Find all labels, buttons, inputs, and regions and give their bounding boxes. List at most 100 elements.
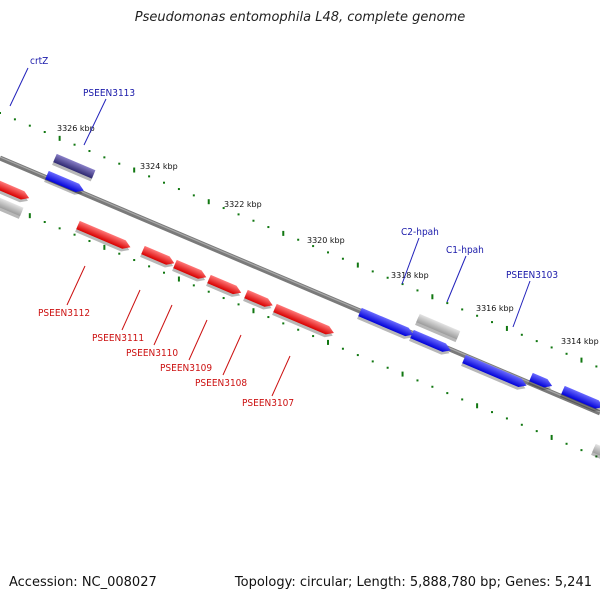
major-tick <box>103 244 106 250</box>
minor-tick <box>103 156 106 159</box>
minor-tick <box>118 162 121 165</box>
minor-tick <box>416 379 419 382</box>
gene-blue-6 <box>560 385 600 412</box>
minor-tick <box>88 240 91 243</box>
minor-tick <box>237 303 240 306</box>
minor-tick <box>222 207 225 210</box>
minor-tick <box>491 321 494 324</box>
minor-tick <box>192 194 195 197</box>
minor-tick <box>252 219 255 222</box>
minor-tick <box>341 347 344 350</box>
leader-PSEEN3107 <box>271 355 291 397</box>
minor-tick <box>565 442 568 445</box>
gene-red-3 <box>172 259 207 282</box>
gene-red-6 <box>272 303 334 338</box>
major-tick <box>207 199 210 205</box>
minor-tick <box>535 430 538 433</box>
tick-label-3324: 3324 kbp <box>140 162 178 171</box>
gene-label-PSEEN3108: PSEEN3108 <box>195 378 247 389</box>
minor-tick <box>133 259 136 262</box>
gene-track <box>0 153 600 463</box>
minor-tick <box>371 360 374 363</box>
tick-label-3326: 3326 kbp <box>57 124 95 133</box>
major-tick <box>401 371 404 377</box>
gene-label-PSEEN3103: PSEEN3103 <box>506 270 558 281</box>
major-tick <box>282 230 285 236</box>
gene-label-PSEEN3113: PSEEN3113 <box>83 88 135 99</box>
minor-tick <box>0 112 1 114</box>
map-title: Pseudomonas entomophila L48, complete ge… <box>134 10 466 25</box>
major-tick <box>252 308 255 314</box>
minor-tick <box>476 314 479 317</box>
minor-tick <box>28 124 31 127</box>
genome-summary-text: Topology: circular; Length: 5,888,780 bp… <box>234 575 592 590</box>
minor-tick <box>13 118 16 121</box>
major-tick <box>550 434 553 440</box>
major-tick <box>431 294 434 300</box>
gene-purple <box>52 153 96 182</box>
minor-tick <box>401 283 404 286</box>
minor-tick <box>88 150 91 153</box>
minor-tick <box>461 308 464 311</box>
minor-tick <box>177 188 180 191</box>
tick-label-3322: 3322 kbp <box>224 200 262 209</box>
leader-PSEEN3109 <box>188 319 208 361</box>
minor-tick <box>446 302 449 305</box>
gene-red-1 <box>75 220 131 252</box>
leader-PSEEN3103 <box>512 280 531 328</box>
minor-tick <box>356 354 359 357</box>
minor-tick <box>297 238 300 241</box>
gene-label-PSEEN3111: PSEEN3111 <box>92 333 144 344</box>
minor-tick <box>163 271 166 274</box>
minor-tick <box>43 221 46 224</box>
major-tick <box>505 325 508 331</box>
minor-tick <box>192 284 195 287</box>
minor-tick <box>43 131 46 134</box>
minor-tick <box>520 333 523 336</box>
minor-tick <box>595 365 598 368</box>
minor-tick <box>416 289 419 292</box>
tick-label-3314: 3314 kbp <box>561 337 599 346</box>
minor-tick <box>207 290 210 293</box>
minor-tick <box>312 335 315 338</box>
gene-label-crtZ: crtZ <box>30 56 48 67</box>
minor-tick <box>535 340 538 343</box>
gene-label-PSEEN3112: PSEEN3112 <box>38 308 90 319</box>
minor-tick <box>520 423 523 426</box>
minor-tick <box>386 366 389 369</box>
gene-gray-1 <box>415 313 461 343</box>
tick-label-3316: 3316 kbp <box>476 304 514 313</box>
leader-crtZ <box>9 67 29 107</box>
major-tick <box>177 276 180 282</box>
label-leader-lines <box>9 67 531 397</box>
gene-red-5 <box>243 289 273 310</box>
leader-PSEEN3113 <box>83 98 107 146</box>
minor-tick <box>148 175 151 178</box>
leader-PSEEN3110 <box>153 304 173 346</box>
major-tick <box>476 403 479 409</box>
minor-tick <box>282 322 285 325</box>
gene-blue-3 <box>409 329 451 355</box>
minor-tick <box>267 226 270 229</box>
minor-tick <box>73 233 76 236</box>
minor-tick <box>341 257 344 260</box>
minor-tick <box>491 411 494 414</box>
minor-tick <box>595 455 598 458</box>
minor-tick <box>386 276 389 279</box>
minor-tick <box>580 449 583 452</box>
leader-PSEEN3108 <box>222 334 242 376</box>
minor-tick <box>297 328 300 331</box>
major-tick <box>133 167 136 173</box>
minor-tick <box>461 398 464 401</box>
gene-blue-1 <box>44 170 84 195</box>
gene-blue-5 <box>528 372 553 391</box>
gene-gray-0 <box>0 196 24 219</box>
tick-label-3320: 3320 kbp <box>307 236 345 245</box>
major-tick <box>356 262 359 268</box>
major-tick <box>580 357 583 363</box>
leader-PSEEN3112 <box>66 265 86 306</box>
leader-C1-hpah <box>446 255 467 303</box>
minor-tick <box>73 143 76 146</box>
minor-tick <box>222 297 225 300</box>
